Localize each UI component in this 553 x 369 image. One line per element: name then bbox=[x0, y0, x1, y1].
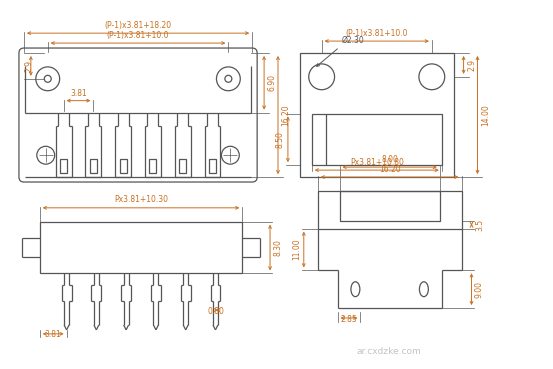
Bar bbox=[60, 159, 67, 173]
Text: Ø2.30: Ø2.30 bbox=[342, 36, 364, 45]
Text: 16.20: 16.20 bbox=[379, 165, 400, 173]
Text: 16.20: 16.20 bbox=[281, 104, 290, 126]
Text: Px3.81+10.30: Px3.81+10.30 bbox=[114, 195, 168, 204]
Bar bbox=[149, 159, 156, 173]
Text: 3.81: 3.81 bbox=[70, 89, 87, 98]
Bar bbox=[179, 159, 186, 173]
Bar bbox=[40, 222, 242, 273]
Bar bbox=[312, 114, 442, 165]
Text: 0.80: 0.80 bbox=[207, 307, 224, 315]
Text: 8.30: 8.30 bbox=[274, 239, 283, 256]
Bar bbox=[317, 191, 462, 229]
Bar bbox=[119, 159, 127, 173]
Text: 2.9: 2.9 bbox=[25, 60, 34, 72]
Text: 2.9: 2.9 bbox=[467, 59, 476, 71]
Text: 8.00: 8.00 bbox=[381, 155, 398, 164]
Text: (P-1)x3.81+10.0: (P-1)x3.81+10.0 bbox=[107, 31, 169, 39]
Text: 3.81: 3.81 bbox=[45, 330, 61, 339]
Bar bbox=[340, 191, 440, 221]
Text: ar.cxdzke.com: ar.cxdzke.com bbox=[357, 347, 421, 356]
Bar bbox=[90, 159, 97, 173]
Text: 6.90: 6.90 bbox=[268, 74, 276, 91]
Bar bbox=[209, 159, 216, 173]
Text: Px3.81+10.80: Px3.81+10.80 bbox=[350, 158, 404, 167]
Text: (P-1)x3.81+18.20: (P-1)x3.81+18.20 bbox=[105, 21, 171, 30]
Text: 14.00: 14.00 bbox=[481, 104, 490, 126]
Text: 8.50: 8.50 bbox=[276, 131, 285, 148]
Text: 11.00: 11.00 bbox=[292, 239, 301, 260]
Text: 9.00: 9.00 bbox=[475, 281, 484, 298]
Text: 2.85: 2.85 bbox=[341, 314, 357, 324]
Bar bbox=[300, 53, 453, 177]
Text: (P-1)x3.81+10.0: (P-1)x3.81+10.0 bbox=[346, 29, 408, 38]
Text: 3.5: 3.5 bbox=[475, 219, 484, 231]
